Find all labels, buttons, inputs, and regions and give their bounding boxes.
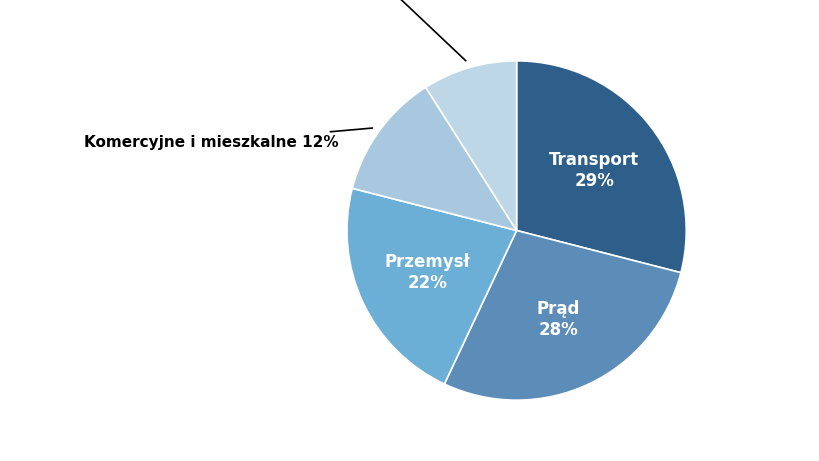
- Wedge shape: [444, 230, 680, 400]
- Wedge shape: [352, 87, 516, 230]
- Text: Przemysł
22%: Przemysł 22%: [384, 253, 470, 292]
- Wedge shape: [516, 61, 686, 273]
- Text: Prąd
28%: Prąd 28%: [536, 300, 580, 339]
- Wedge shape: [346, 188, 516, 384]
- Text: Transport
29%: Transport 29%: [549, 151, 639, 189]
- Wedge shape: [425, 61, 516, 230]
- Text: Rolnictwo 9%: Rolnictwo 9%: [324, 0, 465, 61]
- Text: Komercyjne i mieszkalne 12%: Komercyjne i mieszkalne 12%: [84, 128, 372, 150]
